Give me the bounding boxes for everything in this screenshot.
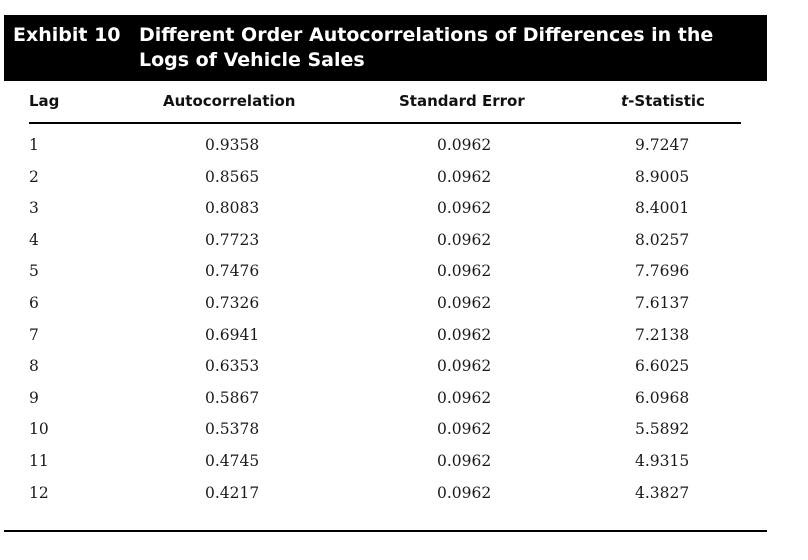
cell-autocorrelation: 0.5867 xyxy=(205,388,260,407)
cell-lag: 6 xyxy=(29,293,39,312)
column-header-t-statistic: t-Statistic xyxy=(621,92,705,110)
cell-autocorrelation: 0.9358 xyxy=(205,136,260,154)
cell-lag: 4 xyxy=(29,230,39,249)
table-column-headers: Lag Autocorrelation Standard Error t-Sta… xyxy=(0,92,808,116)
cell-t-statistic: 7.2138 xyxy=(635,325,690,344)
cell-autocorrelation: 0.8565 xyxy=(205,167,260,186)
cell-lag: 1 xyxy=(29,136,39,154)
table-row: 3 0.8083 0.0962 8.4001 xyxy=(0,193,808,225)
cell-standard-error: 0.0962 xyxy=(437,136,492,154)
cell-t-statistic: 7.7696 xyxy=(635,262,690,281)
cell-t-statistic: 8.4001 xyxy=(635,199,690,218)
cell-autocorrelation: 0.7723 xyxy=(205,230,260,249)
header-rule xyxy=(29,122,741,124)
column-header-standard-error: Standard Error xyxy=(399,92,525,110)
cell-standard-error: 0.0962 xyxy=(437,388,492,407)
cell-lag: 2 xyxy=(29,167,39,186)
cell-t-statistic: 6.6025 xyxy=(635,357,690,376)
cell-standard-error: 0.0962 xyxy=(437,420,492,439)
cell-standard-error: 0.0962 xyxy=(437,230,492,249)
cell-t-statistic: 5.5892 xyxy=(635,420,690,439)
cell-t-statistic: 4.3827 xyxy=(635,483,690,502)
column-header-t-italic: t xyxy=(621,92,629,110)
cell-autocorrelation: 0.4745 xyxy=(205,451,260,470)
table-body: 1 0.9358 0.0962 9.7247 2 0.8565 0.0962 8.9005 3 0… xyxy=(0,130,808,509)
cell-autocorrelation: 0.4217 xyxy=(205,483,260,502)
cell-lag: 9 xyxy=(29,388,39,407)
exhibit-title: Different Order Autocorrelations of Diff… xyxy=(139,24,714,71)
cell-t-statistic: 6.0968 xyxy=(635,388,690,407)
cell-lag: 10 xyxy=(29,420,49,439)
cell-autocorrelation: 0.8083 xyxy=(205,199,260,218)
table-row: 12 0.4217 0.0962 4.3827 xyxy=(0,478,808,510)
cell-lag: 5 xyxy=(29,262,39,281)
exhibit-label: Exhibit 10 xyxy=(13,24,121,46)
table-row: 10 0.5378 0.0962 5.5892 xyxy=(0,414,808,446)
cell-autocorrelation: 0.6941 xyxy=(205,325,260,344)
cell-lag: 7 xyxy=(29,325,39,344)
cell-lag: 3 xyxy=(29,199,39,218)
cell-autocorrelation: 0.7326 xyxy=(205,293,260,312)
column-header-t-rest: -Statistic xyxy=(628,92,705,110)
table-row: 8 0.6353 0.0962 6.6025 xyxy=(0,351,808,383)
cell-lag: 8 xyxy=(29,357,39,376)
cell-autocorrelation: 0.5378 xyxy=(205,420,260,439)
cell-t-statistic: 4.9315 xyxy=(635,451,690,470)
cell-t-statistic: 9.7247 xyxy=(635,136,690,154)
cell-standard-error: 0.0962 xyxy=(437,357,492,376)
cell-standard-error: 0.0962 xyxy=(437,325,492,344)
bottom-rule xyxy=(4,530,767,532)
column-header-lag: Lag xyxy=(29,92,60,110)
cell-t-statistic: 8.0257 xyxy=(635,230,690,249)
table-row: 9 0.5867 0.0962 6.0968 xyxy=(0,383,808,415)
table-row: 2 0.8565 0.0962 8.9005 xyxy=(0,162,808,194)
column-header-autocorrelation: Autocorrelation xyxy=(163,92,296,110)
cell-standard-error: 0.0962 xyxy=(437,262,492,281)
cell-t-statistic: 7.6137 xyxy=(635,293,690,312)
table-row: 7 0.6941 0.0962 7.2138 xyxy=(0,320,808,352)
cell-standard-error: 0.0962 xyxy=(437,167,492,186)
cell-standard-error: 0.0962 xyxy=(437,199,492,218)
table-row: 11 0.4745 0.0962 4.9315 xyxy=(0,446,808,478)
table-row: 5 0.7476 0.0962 7.7696 xyxy=(0,256,808,288)
table-row: 6 0.7326 0.0962 7.6137 xyxy=(0,288,808,320)
cell-standard-error: 0.0962 xyxy=(437,293,492,312)
cell-t-statistic: 8.9005 xyxy=(635,167,690,186)
cell-lag: 11 xyxy=(29,451,49,470)
cell-autocorrelation: 0.6353 xyxy=(205,357,260,376)
cell-standard-error: 0.0962 xyxy=(437,451,492,470)
cell-standard-error: 0.0962 xyxy=(437,483,492,502)
cell-lag: 12 xyxy=(29,483,49,502)
table-row: 4 0.7723 0.0962 8.0257 xyxy=(0,225,808,257)
exhibit-header: Exhibit 10 Different Order Autocorrelati… xyxy=(4,15,767,81)
cell-autocorrelation: 0.7476 xyxy=(205,262,260,281)
table-row: 1 0.9358 0.0962 9.7247 xyxy=(0,130,808,162)
